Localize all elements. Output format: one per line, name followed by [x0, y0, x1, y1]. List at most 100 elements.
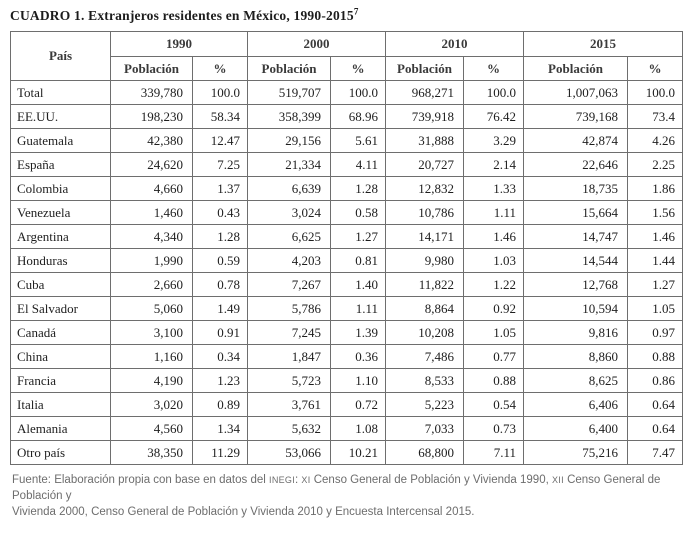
- population-cell: 6,406: [523, 392, 628, 417]
- table-row: Italia 3,020 0.89 3,761 0.72 5,223 0.54 6,406 0.…: [10, 392, 683, 417]
- percent-cell: 0.78: [192, 272, 248, 297]
- population-cell: 4,190: [110, 368, 193, 393]
- population-cell: 10,786: [385, 200, 464, 225]
- population-cell: 1,460: [110, 200, 193, 225]
- col-header-year-1990: 1990: [110, 31, 248, 57]
- population-cell: 739,918: [385, 104, 464, 129]
- population-cell: 8,625: [523, 368, 628, 393]
- population-cell: 5,786: [247, 296, 331, 321]
- country-cell: Argentina: [10, 224, 111, 249]
- population-cell: 18,735: [523, 176, 628, 201]
- col-header-year-2010: 2010: [385, 31, 524, 57]
- table-title: CUADRO 1. Extranjeros residentes en Méxi…: [10, 6, 682, 24]
- percent-cell: 1.05: [463, 320, 524, 345]
- percent-cell: 1.33: [463, 176, 524, 201]
- population-cell: 7,486: [385, 344, 464, 369]
- percent-cell: 10.21: [330, 440, 386, 465]
- percent-cell: 0.72: [330, 392, 386, 417]
- country-cell: El Salvador: [10, 296, 111, 321]
- country-cell: Venezuela: [10, 200, 111, 225]
- country-cell: Guatemala: [10, 128, 111, 153]
- population-cell: 4,560: [110, 416, 193, 441]
- source-note-line-1: Fuente: Elaboración propia con base en d…: [12, 472, 682, 504]
- col-header-year-2000: 2000: [247, 31, 386, 57]
- table-row: Cuba 2,660 0.78 7,267 1.40 11,822 1.22 12,768 1.…: [10, 272, 683, 297]
- population-cell: 198,230: [110, 104, 193, 129]
- population-cell: 38,350: [110, 440, 193, 465]
- table-row: Otro país 38,350 11.29 53,066 10.21 68,800 7.1…: [10, 440, 683, 465]
- col-header-population-2015: Población: [523, 56, 628, 81]
- table-row: Francia 4,190 1.23 5,723 1.10 8,533 0.88 8,625 0…: [10, 368, 683, 393]
- population-cell: 3,100: [110, 320, 193, 345]
- table-title-text: Extranjeros residentes en México, 1990-2…: [84, 8, 354, 23]
- population-cell: 75,216: [523, 440, 628, 465]
- population-cell: 15,664: [523, 200, 628, 225]
- population-cell: 11,822: [385, 272, 464, 297]
- table-row: Honduras 1,990 0.59 4,203 0.81 9,980 1.03 14,54…: [10, 248, 683, 273]
- percent-cell: 1.05: [627, 296, 683, 321]
- population-cell: 6,400: [523, 416, 628, 441]
- source-text: Censo General de Población y Vivienda 19…: [310, 474, 552, 486]
- percent-cell: 0.89: [192, 392, 248, 417]
- header-row-measures: Población % Población % Población % Pobl…: [11, 56, 683, 81]
- footnote-marker: 7: [353, 6, 359, 17]
- population-cell: 4,340: [110, 224, 193, 249]
- population-cell: 14,171: [385, 224, 464, 249]
- percent-cell: 1.08: [330, 416, 386, 441]
- source-text: Censo General de Población y: [12, 474, 661, 502]
- source-text: Fuente: Elaboración propia con base en d…: [12, 474, 270, 486]
- population-cell: 1,847: [247, 344, 331, 369]
- population-cell: 339,780: [110, 80, 193, 105]
- population-cell: 6,639: [247, 176, 331, 201]
- country-cell: EE.UU.: [10, 104, 111, 129]
- population-cell: 3,020: [110, 392, 193, 417]
- percent-cell: 11.29: [192, 440, 248, 465]
- col-header-country: País: [10, 31, 111, 81]
- country-cell: Otro país: [10, 440, 111, 465]
- percent-cell: 1.46: [627, 224, 683, 249]
- table-row: Venezuela 1,460 0.43 3,024 0.58 10,786 1.11 15,…: [10, 200, 683, 225]
- population-cell: 4,660: [110, 176, 193, 201]
- percent-cell: 100.0: [192, 80, 248, 105]
- country-cell: Italia: [10, 392, 111, 417]
- population-cell: 22,646: [523, 152, 628, 177]
- percent-cell: 12.47: [192, 128, 248, 153]
- percent-cell: 1.44: [627, 248, 683, 273]
- population-cell: 358,399: [247, 104, 331, 129]
- col-header-year-2015: 2015: [523, 31, 683, 57]
- population-cell: 24,620: [110, 152, 193, 177]
- country-cell: Cuba: [10, 272, 111, 297]
- percent-cell: 0.58: [330, 200, 386, 225]
- percent-cell: 1.27: [627, 272, 683, 297]
- percent-cell: 0.59: [192, 248, 248, 273]
- population-cell: 42,380: [110, 128, 193, 153]
- header-row-years: País 1990 2000 2010 2015: [10, 31, 683, 81]
- percent-cell: 73.4: [627, 104, 683, 129]
- table-row: China 1,160 0.34 1,847 0.36 7,486 0.77 8,860 0.8…: [10, 344, 683, 369]
- percent-cell: 0.92: [463, 296, 524, 321]
- population-cell: 10,594: [523, 296, 628, 321]
- percent-cell: 0.54: [463, 392, 524, 417]
- census-numeral-xi: XI: [301, 475, 311, 485]
- percent-cell: 7.25: [192, 152, 248, 177]
- population-cell: 14,544: [523, 248, 628, 273]
- population-cell: 4,203: [247, 248, 331, 273]
- percent-cell: 0.88: [463, 368, 524, 393]
- population-cell: 6,625: [247, 224, 331, 249]
- population-cell: 2,660: [110, 272, 193, 297]
- population-cell: 20,727: [385, 152, 464, 177]
- table-row: Argentina 4,340 1.28 6,625 1.27 14,171 1.46 14,…: [10, 224, 683, 249]
- table-row: El Salvador 5,060 1.49 5,786 1.11 8,864 0.92 10…: [10, 296, 683, 321]
- population-cell: 8,864: [385, 296, 464, 321]
- population-cell: 968,271: [385, 80, 464, 105]
- col-header-percent-2015: %: [627, 56, 683, 81]
- col-header-percent-2010: %: [463, 56, 524, 81]
- percent-cell: 1.23: [192, 368, 248, 393]
- population-cell: 3,761: [247, 392, 331, 417]
- percent-cell: 1.28: [330, 176, 386, 201]
- percent-cell: 1.49: [192, 296, 248, 321]
- percent-cell: 68.96: [330, 104, 386, 129]
- population-cell: 8,533: [385, 368, 464, 393]
- percent-cell: 100.0: [330, 80, 386, 105]
